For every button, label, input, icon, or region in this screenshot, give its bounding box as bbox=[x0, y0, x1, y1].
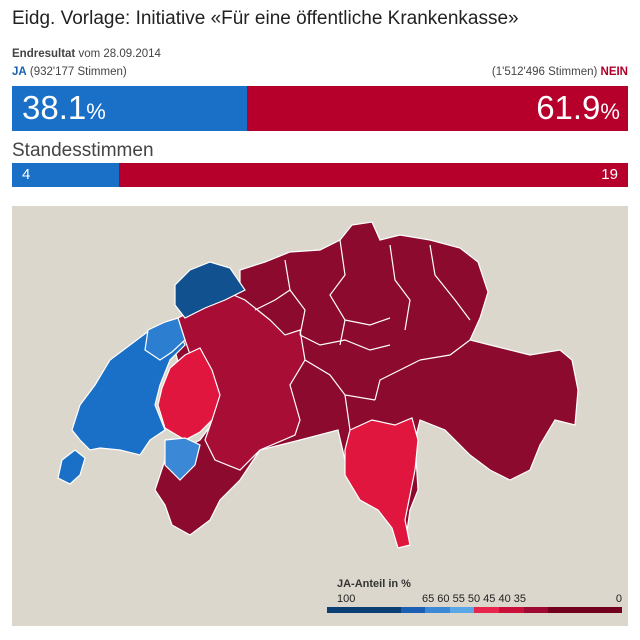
legend-title: JA-Anteil in % bbox=[337, 578, 411, 590]
legend-tick-label: 100 bbox=[337, 593, 356, 605]
ja-percent-unit: % bbox=[86, 99, 106, 124]
canton-neuchatel[interactable] bbox=[144, 317, 186, 361]
ja-percent-value: 38.1 bbox=[22, 89, 87, 126]
result-info: Endresultat vom 28.09.2014 bbox=[12, 48, 161, 60]
legend-swatch bbox=[523, 607, 549, 613]
result-label: Endresultat bbox=[12, 48, 76, 60]
legend-swatch bbox=[548, 607, 622, 613]
ja-percent: 38.1% bbox=[22, 89, 106, 127]
legend-swatch bbox=[400, 607, 426, 613]
ja-standesstimmen: 4 bbox=[22, 166, 31, 183]
switzerland-canton-map bbox=[57, 221, 579, 549]
legend-color-bar bbox=[327, 607, 622, 613]
nein-share-bar: 61.9% bbox=[246, 86, 628, 131]
standesstimmen-bar: 4 19 bbox=[12, 163, 628, 187]
canton-geneva[interactable] bbox=[57, 449, 86, 485]
canton-jura[interactable] bbox=[174, 261, 246, 319]
ja-votes-info: JA (932'177 Stimmen) bbox=[12, 66, 127, 78]
standesstimmen-title: Standesstimmen bbox=[12, 140, 154, 161]
legend-swatch bbox=[449, 607, 475, 613]
nein-percent-value: 61.9 bbox=[536, 89, 601, 126]
map-legend: JA-Anteil in % 100 65 60 55 50 45 40 35 … bbox=[327, 578, 622, 613]
legend-scale: 100 65 60 55 50 45 40 35 0 bbox=[327, 593, 622, 605]
ja-label: JA bbox=[12, 66, 27, 78]
nein-percent: 61.9% bbox=[536, 89, 620, 127]
legend-tick-label: 65 60 55 50 45 40 35 bbox=[422, 593, 526, 605]
legend-swatch bbox=[474, 607, 500, 613]
page-title: Eidg. Vorlage: Initiative «Für eine öffe… bbox=[12, 8, 519, 29]
nein-percent-unit: % bbox=[600, 99, 620, 124]
ja-votes: (932'177 Stimmen) bbox=[29, 66, 127, 78]
nein-standesstimmen: 19 bbox=[601, 166, 618, 183]
canton-borders bbox=[254, 239, 471, 431]
nein-votes-info: (1'512'496 Stimmen) NEIN bbox=[492, 66, 628, 78]
canton-map-panel: JA-Anteil in % 100 65 60 55 50 45 40 35 … bbox=[12, 206, 628, 626]
nein-votes: (1'512'496 Stimmen) bbox=[491, 66, 598, 78]
legend-swatch bbox=[425, 607, 450, 613]
legend-swatch bbox=[327, 607, 401, 613]
canton-valais-west[interactable] bbox=[164, 437, 201, 481]
nein-standesstimmen-bar: 19 bbox=[119, 163, 628, 187]
result-date: vom 28.09.2014 bbox=[78, 48, 161, 60]
canton-fribourg[interactable] bbox=[157, 347, 221, 441]
legend-swatch bbox=[499, 607, 524, 613]
ja-share-bar: 38.1% bbox=[12, 86, 247, 131]
result-bar: 38.1% 61.9% bbox=[12, 86, 628, 131]
ja-standesstimmen-bar: 4 bbox=[12, 163, 120, 187]
canton-ticino[interactable] bbox=[344, 417, 419, 549]
nein-label: NEIN bbox=[600, 66, 628, 78]
legend-tick-label: 0 bbox=[615, 593, 622, 605]
